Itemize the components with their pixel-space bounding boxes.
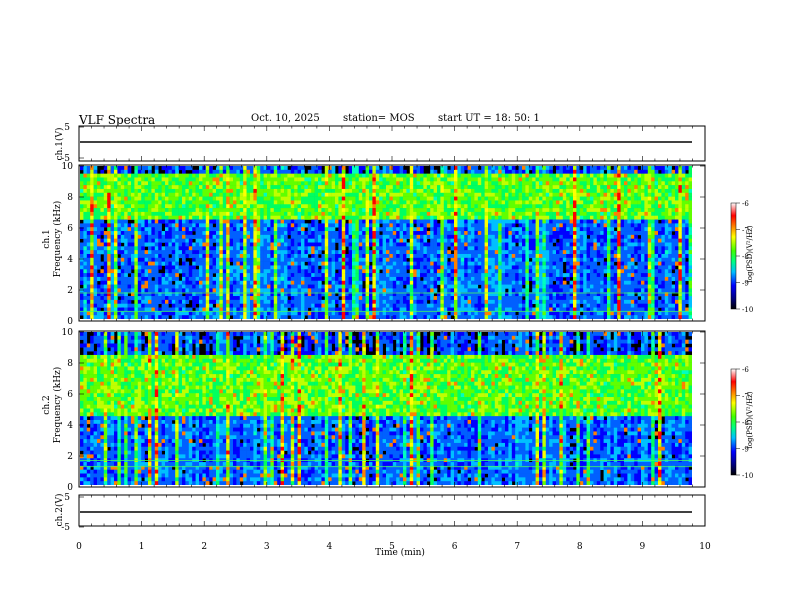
- start-time-label: start UT = 18: 50: 1: [438, 113, 540, 124]
- ch2-waveform-ylabel: ch.2(V): [55, 493, 65, 527]
- y-tick-label: 5: [64, 493, 70, 503]
- x-tick-label: 9: [640, 542, 646, 552]
- y-tick-label: 0: [67, 483, 73, 493]
- colorbar-ticks: -6 -7 -8 -9 -10 -6 -7 -8 -9 -10: [736, 200, 753, 480]
- colorbar-tick-label: -7: [742, 393, 749, 401]
- colorbar-tick-label: -8: [742, 253, 749, 261]
- ch1-spectrogram: [80, 166, 692, 319]
- x-tick-label: 1: [139, 542, 145, 552]
- ch2-spectrogram-ylabel-text: ch.2 Frequency (kHz): [42, 366, 63, 444]
- y-tick-label: 10: [62, 162, 74, 172]
- colorbar-tick-label: -6: [742, 366, 749, 374]
- ch1-waveform-panel: [78, 125, 706, 162]
- ch1-colorbar-label: log(PSD)(V²/Hz): [746, 225, 754, 283]
- y-tick-label: -5: [61, 523, 70, 533]
- y-tick-label: 8: [67, 193, 73, 203]
- ch2-spectrogram: [80, 332, 692, 485]
- colorbar-tick-label: -9: [742, 446, 749, 454]
- y-tick-label: 0: [67, 317, 73, 327]
- y-tick-label: 8: [67, 359, 73, 369]
- date-label: Oct. 10, 2025: [251, 113, 320, 124]
- chart-title: VLF Spectra: [79, 113, 156, 127]
- x-tick-label: 4: [327, 542, 333, 552]
- colorbar-tick-label: -8: [742, 419, 749, 427]
- y-tick-label: 2: [67, 286, 73, 296]
- colorbar-tick-label: -10: [742, 306, 753, 314]
- station-label: station= MOS: [343, 113, 415, 124]
- colorbar-tick-label: -6: [742, 200, 749, 208]
- ch2-colorbar-label: log(PSD)(V²/Hz): [746, 391, 754, 449]
- x-tick-label: 6: [452, 542, 458, 552]
- ch1-spectrogram-ylabel-text: ch.1 Frequency (kHz): [42, 200, 63, 278]
- x-tick-label: 0: [76, 542, 82, 552]
- y-tick-label: 6: [67, 390, 73, 400]
- x-axis-label: Time (min): [375, 548, 425, 558]
- y-tick-label: 2: [67, 452, 73, 462]
- y-tick-label: 10: [62, 328, 74, 338]
- y-tick-label: 4: [67, 255, 73, 265]
- x-tick-label: 2: [201, 542, 207, 552]
- y-tick-label: -5: [61, 154, 70, 164]
- ch1-waveform-ylabel: ch.1(V): [55, 127, 65, 161]
- y-tick-label: 5: [64, 123, 70, 133]
- colorbar-tick-label: -9: [742, 280, 749, 288]
- colorbar-tick-label: -10: [742, 472, 753, 480]
- x-tick-label: 3: [264, 542, 270, 552]
- x-tick-label: 7: [514, 542, 520, 552]
- ch1-colorbar: [730, 202, 737, 310]
- y-tick-label: 6: [67, 224, 73, 234]
- colorbar-tick-label: -7: [742, 227, 749, 235]
- ch1-spectrogram-ylabel: ch.1 Frequency (kHz): [42, 194, 64, 284]
- ch2-colorbar: [730, 368, 737, 476]
- x-tick-label: 10: [699, 542, 711, 552]
- y-tick-label: 4: [67, 421, 73, 431]
- x-tick-label: 8: [577, 542, 583, 552]
- x-tick-label: 5: [389, 542, 395, 552]
- ch2-spectrogram-ylabel: ch.2 Frequency (kHz): [42, 360, 64, 450]
